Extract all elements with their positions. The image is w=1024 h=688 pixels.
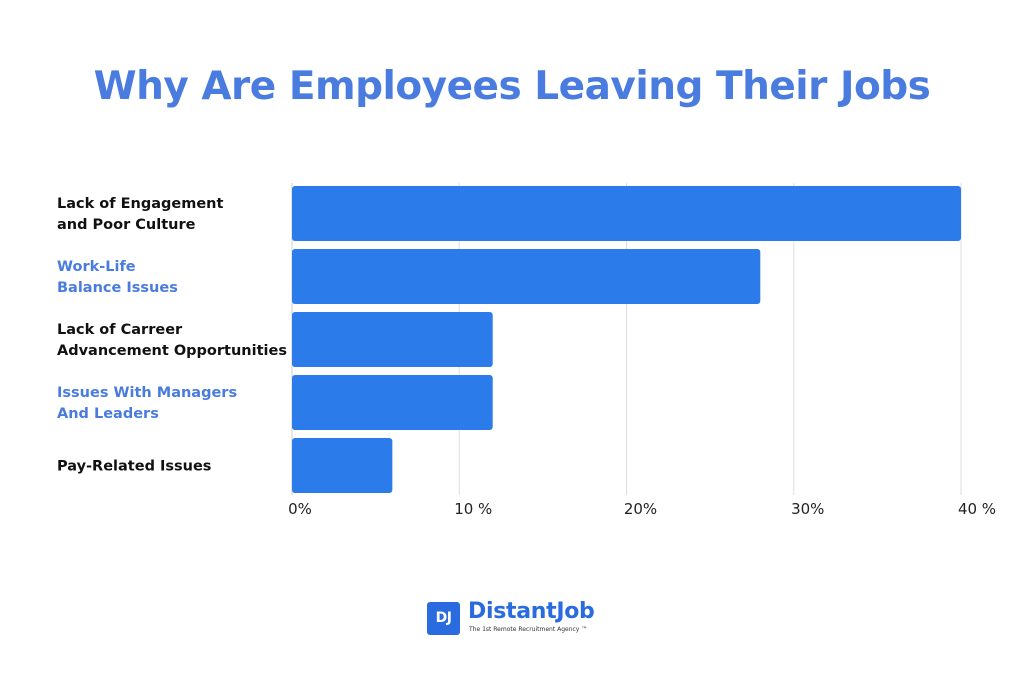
category-label: Pay-Related Issues [57,459,211,475]
category-label: Lack of Engagement and Poor Culture [57,196,224,233]
dj-logo-icon: DJ [427,602,460,635]
category-label: Lack of Carreer Advancement Opportunities [57,322,287,359]
logo-name: DistantJob [468,599,595,624]
x-tick-label: 10 % [454,500,492,518]
x-tick-label: 30% [791,500,824,518]
x-tick-label: 0% [288,500,312,518]
category-label: Issues With Managers And Leaders [57,385,237,422]
category-label-line: Issues With Managers [57,385,237,401]
category-label-line: Lack of Carreer [57,322,183,338]
bar [292,438,393,493]
x-tick-label: 20% [624,500,657,518]
category-label: Work-Life Balance Issues [57,259,178,296]
category-label-line: Lack of Engagement [57,196,224,212]
category-label-line: Balance Issues [57,280,178,296]
category-label-line: Work-Life [57,259,136,275]
category-label-line: And Leaders [57,406,159,422]
category-label-line: Pay-Related Issues [57,459,211,475]
bar [292,249,761,304]
chart-title: Why Are Employees Leaving Their Jobs [93,64,931,109]
category-label-line: Advancement Opportunities [57,343,287,359]
x-tick-label: 40 % [958,500,996,518]
category-label-line: and Poor Culture [57,217,196,233]
logo-tagline: The 1st Remote Recruitment Agency ™ [469,626,588,633]
bar [292,312,493,367]
bar [292,186,961,241]
bar [292,375,493,430]
